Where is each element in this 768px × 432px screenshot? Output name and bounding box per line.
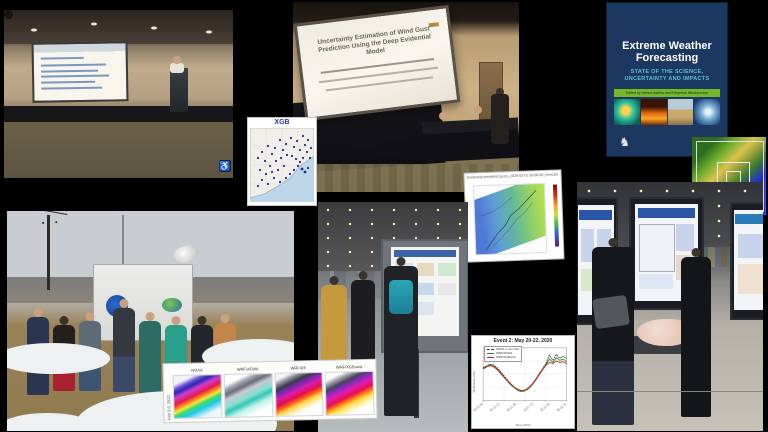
- messenger-bag: [591, 294, 630, 329]
- panelist-head: [439, 112, 447, 120]
- standing-person-head: [496, 88, 504, 96]
- xgb-map-label: XGB: [274, 119, 290, 126]
- cyclone-thumb: [694, 98, 720, 125]
- satellite-dish: [171, 243, 202, 266]
- person-silhouette: [139, 321, 162, 395]
- projection-screen: [31, 41, 129, 103]
- chart-ylabel: Wind Gust (m/s): [472, 370, 476, 393]
- eposter-screen-right: [729, 201, 763, 321]
- conference-ceiling: [4, 10, 233, 44]
- model-panel: WRF/XGBoost: [324, 364, 375, 417]
- snow-patch: [7, 343, 111, 374]
- model-panel-label: WRF/XGBoost: [335, 364, 363, 370]
- presentation-screen: Uncertainty Estimation of Wind Gust Pred…: [293, 4, 461, 122]
- bare-tree: [47, 215, 51, 291]
- conference-room-photo: ♿: [4, 10, 233, 178]
- legend-label-xgb: WRF/XGBoost: [496, 354, 516, 359]
- hurricane-thumb: [614, 98, 640, 125]
- chart-xlabel: Time (UTC): [515, 423, 531, 427]
- chart-plot-area: 05-20 00 05-20 12 05-21 00 05-21 12 05-22 00…: [473, 347, 568, 413]
- legend-label-afwa: WRF/AFWA: [496, 350, 513, 355]
- svg-text:05-20 12: 05-20 12: [489, 402, 501, 413]
- evidential-gust-map: Evidential predicted gusts_2020-02-01 00…: [464, 170, 564, 262]
- floor-edge: [577, 391, 763, 393]
- wildfire-thumb: [640, 98, 667, 125]
- model-panel: NOAA: [172, 367, 223, 420]
- speaker-head: [173, 56, 181, 64]
- poster-figure: [438, 263, 456, 276]
- standing-person-silhouette: [491, 94, 509, 144]
- coastline-overlay: [480, 190, 537, 251]
- model-panel: WRF/RF: [274, 365, 324, 418]
- gust-timeseries-chart: Event 2: May 20-22, 2020 ASOS 1-min Obs …: [472, 336, 574, 428]
- slide-title: Uncertainty Estimation of Wind Gust Pred…: [317, 25, 432, 57]
- poster-figure: [438, 282, 456, 296]
- poster-hall-photo: [318, 202, 468, 432]
- xgb-map-figure: [250, 128, 314, 202]
- drought-thumb: [667, 98, 694, 125]
- speaker-silhouette: [170, 63, 184, 73]
- model-panel-label: NOAA: [191, 367, 203, 373]
- svg-text:05-21 00: 05-21 00: [506, 402, 518, 413]
- chart-title: Event 2: May 20-22, 2020: [493, 338, 553, 344]
- person-standing-right: [681, 256, 712, 417]
- wrf-xgboost-map: [324, 370, 375, 416]
- wrf-rf-map: [274, 371, 324, 417]
- panelist-head: [474, 106, 482, 114]
- evidential-map-title: Evidential predicted gusts_2020-02-01 00…: [466, 172, 559, 180]
- wrf-afwa-map: [223, 372, 274, 418]
- book-title: Extreme Weather Forecasting: [622, 39, 712, 65]
- elsevier-logo: ♞: [619, 134, 630, 149]
- person-mustard-jacket: [321, 284, 347, 371]
- panel-session-photo: Uncertainty Estimation of Wind Gust Pred…: [293, 2, 519, 192]
- book-cover: Extreme Weather Forecasting STATE OF THE…: [607, 3, 727, 156]
- poster-header: [394, 250, 456, 258]
- poster-figure: [416, 263, 435, 276]
- book-image-strip: [614, 98, 720, 125]
- model-comparison-strip: Feb 3-5, 2022 NOAA WRF/AFWA WRF/RF WRF/X…: [163, 359, 377, 423]
- svg-text:05-22 00: 05-22 00: [539, 402, 551, 413]
- audience-silhouettes: [4, 10, 13, 19]
- panelist-head: [456, 108, 464, 116]
- model-panel-label: WRF/AFWA: [236, 366, 259, 372]
- accessibility-icon: ♿: [219, 160, 231, 172]
- slide-logo: [428, 22, 439, 28]
- person-silhouette: [113, 307, 136, 392]
- earth-logo: [161, 298, 182, 313]
- model-panel: WRF/AFWA: [223, 366, 274, 419]
- model-panel-label: WRF/RF: [290, 365, 307, 371]
- podium: [170, 68, 188, 112]
- svg-text:05-22 12: 05-22 12: [556, 402, 568, 413]
- poster-figure: [416, 282, 435, 296]
- teal-backpack: [388, 280, 413, 315]
- legend-label-obs: ASOS 1-min Obs: [496, 347, 520, 351]
- book-subtitle: STATE OF THE SCIENCE, UNCERTAINTY AND IM…: [624, 68, 710, 82]
- xgb-station-map: XGB: [248, 118, 316, 205]
- svg-text:05-21 12: 05-21 12: [523, 402, 535, 413]
- stage-front: [4, 106, 233, 122]
- eposter-hall-photo: [577, 182, 763, 431]
- strip-date-label: Feb 3-5, 2022: [166, 395, 172, 421]
- noaa-map: [172, 374, 223, 420]
- instrument-mast: [121, 215, 124, 269]
- person-black-coat: [591, 246, 634, 425]
- evidential-map-figure: [472, 182, 548, 256]
- svg-text:05-20 00: 05-20 00: [473, 402, 484, 413]
- snow-patch: [7, 413, 105, 431]
- chart-legend: ASOS 1-min Obs WRF/AFWA WRF/XGBoost: [484, 346, 523, 362]
- colorbar: [552, 184, 560, 247]
- book-editors-bar: Edited by Marina Astitha and Efthymios N…: [614, 88, 720, 97]
